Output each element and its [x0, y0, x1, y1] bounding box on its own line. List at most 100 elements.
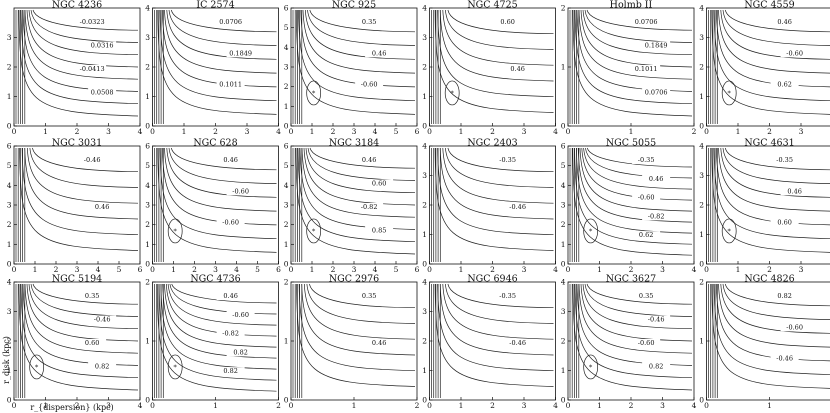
x-tick-label: 1 [310, 127, 315, 136]
contour-line [307, 147, 416, 181]
contour-label: 0.1849 [229, 49, 252, 57]
contour-line [584, 283, 693, 317]
contour-line [583, 147, 693, 190]
x-tick-label: 0 [427, 265, 432, 274]
y-tick-label: 6 [284, 4, 289, 13]
contour-label: -0.60 [786, 323, 803, 331]
y-tick-label: 5 [561, 161, 566, 170]
y-tick-label: 1 [561, 240, 566, 249]
y-tick-label: 5 [7, 161, 12, 170]
contour-line [157, 9, 277, 115]
contour-label-bg [88, 41, 117, 50]
x-tick-label: 0 [150, 265, 155, 274]
contour-label: -0.60 [222, 219, 239, 227]
contour-line [720, 147, 830, 198]
panel-5: Holmb II 0 1 2 0 1 2 0.0706 0.1849 0.1011 0.0706 [561, 0, 697, 136]
contour-line [574, 283, 693, 379]
contour-line [578, 9, 693, 80]
x-tick-label: 2 [213, 127, 218, 136]
minimum-contour-loop [444, 80, 460, 106]
y-tick-label: 0 [7, 260, 12, 269]
contour-label-bg [632, 18, 661, 26]
contour-label-bg [78, 156, 107, 164]
contour-line [30, 283, 139, 317]
contour-line [162, 283, 277, 359]
contour-label: 0.0706 [645, 89, 668, 97]
x-tick-label: 4 [96, 265, 101, 274]
contour-line [170, 147, 277, 171]
contour-line [21, 147, 139, 236]
y-tick-label: 4 [7, 181, 12, 190]
contour-label: -0.0413 [80, 65, 105, 73]
contour-line [437, 283, 554, 372]
x-tick-label: 1 [459, 401, 464, 410]
panel-10: NGC 2403 0 1 2 3 4 0 1 2 3 4 -0.35 -0.46 [422, 138, 558, 275]
contour-line [30, 9, 139, 43]
y-tick-label: 1 [7, 366, 12, 375]
y-tick-label: 4 [284, 43, 289, 52]
contour-line [724, 9, 830, 33]
contour-label-bg [88, 203, 117, 211]
contour-line [166, 9, 277, 60]
x-tick-label: 0 [704, 127, 709, 136]
y-tick-label: 4 [284, 181, 289, 190]
x-tick-label: 4 [138, 401, 143, 410]
y-tick-label: 3 [284, 201, 289, 210]
contour-line [28, 283, 139, 330]
contour-line [307, 9, 416, 46]
contour-label-bg [632, 193, 661, 202]
y-tick-label: 3 [145, 33, 150, 42]
y-tick-label: 3 [7, 307, 12, 316]
contour-label-bg [365, 49, 394, 58]
contour-line [295, 147, 416, 255]
x-tick-label: 1 [767, 401, 772, 410]
x-tick-label: 0 [566, 401, 571, 410]
contour-label: -0.60 [232, 187, 249, 195]
contour-line [24, 147, 139, 220]
contour-label-bg [770, 218, 799, 227]
contour-line [158, 283, 277, 381]
contour-line [309, 283, 416, 309]
contour-line [445, 147, 554, 188]
contour-label-bg [632, 65, 661, 73]
contour-label: 0.46 [787, 187, 801, 195]
y-tick-label: 4 [561, 181, 566, 190]
x-tick-label: 4 [373, 127, 378, 136]
x-tick-label: 4 [553, 401, 558, 410]
contour-line [18, 283, 139, 391]
x-tick-label: 4 [276, 127, 281, 136]
contour-line [447, 283, 554, 309]
contour-line [720, 283, 830, 334]
y-tick-label: 3 [561, 307, 566, 316]
y-tick-label: 0 [7, 396, 12, 405]
minimum-contour-loop [583, 218, 599, 244]
panel-6: NGC 45590123401234*0.46-0.600.62 [699, 0, 830, 136]
y-tick-label: 2 [284, 278, 289, 287]
contour-line [578, 283, 693, 354]
minimum-contour-loop [167, 354, 183, 380]
contour-label-bg [770, 18, 799, 26]
panel-title: NGC 4725 [467, 0, 517, 11]
y-tick-label: 2 [284, 220, 289, 229]
contour-line [711, 283, 830, 389]
contour-label-bg [770, 292, 799, 300]
y-tick-label: 0 [7, 122, 12, 131]
panel-title: NGC 925 [332, 0, 376, 11]
y-tick-label: 5 [284, 23, 289, 32]
contour-line [300, 9, 416, 88]
contour-label: 0.35 [85, 292, 99, 300]
contour-line [582, 283, 693, 330]
y-tick-label: 6 [7, 142, 12, 151]
x-tick-label: 0 [566, 127, 571, 136]
y-tick-label: 0 [699, 260, 704, 269]
contour-line [724, 147, 830, 171]
contour-label-bg [503, 339, 532, 347]
contour-label: 0.60 [777, 219, 791, 227]
contour-label-bg [632, 156, 661, 164]
y-tick-label: 1 [7, 92, 12, 101]
contour-label: 0.46 [362, 156, 376, 164]
panel-frame [290, 7, 418, 127]
contour-line [24, 9, 139, 80]
minimum-contour-loop [306, 218, 322, 244]
